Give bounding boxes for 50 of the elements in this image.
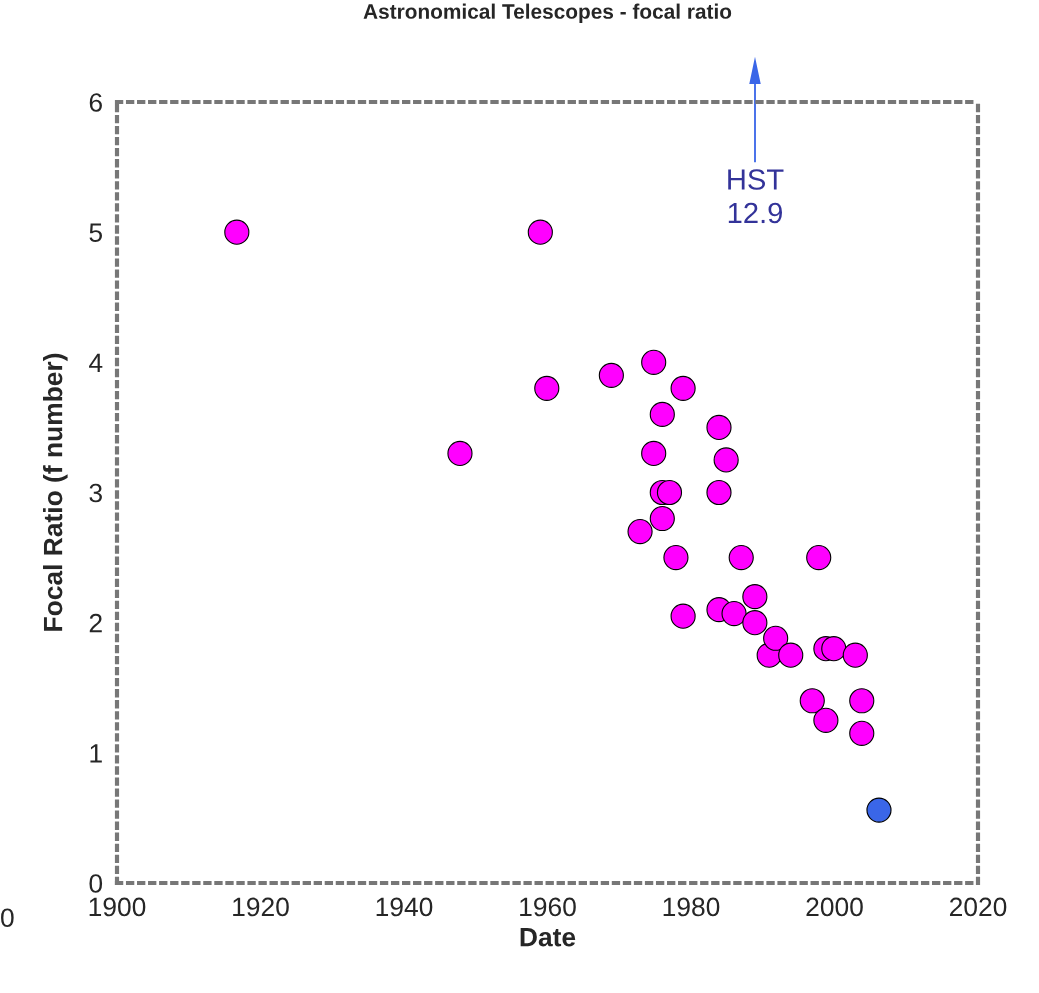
y-tick-label: 0 (89, 874, 103, 893)
point (799, 688, 825, 714)
text: 0 (1, 908, 14, 928)
point (527, 219, 553, 245)
point (641, 440, 667, 467)
point (806, 545, 832, 571)
point (447, 440, 473, 467)
point (849, 720, 875, 746)
x-axis-title: Date (520, 928, 576, 947)
point (641, 349, 667, 375)
x-tick-label: 1980 (663, 897, 720, 917)
point (663, 545, 689, 571)
point (627, 518, 653, 545)
point (821, 636, 847, 662)
point (842, 642, 868, 668)
point (224, 219, 250, 245)
x-tick-label: 2020 (949, 897, 1007, 917)
point (866, 797, 892, 823)
point (742, 610, 768, 636)
point (849, 688, 875, 714)
y-tick-label: 4 (89, 353, 103, 372)
point (649, 505, 675, 532)
point (534, 375, 560, 401)
point (713, 447, 739, 473)
point (706, 414, 732, 440)
point (742, 584, 768, 610)
x-tick-label: 1920 (233, 897, 289, 917)
y-tick-label: 3 (89, 483, 102, 503)
x-tick-label: 1960 (520, 897, 576, 917)
point (778, 642, 804, 668)
y-tick-label: 2 (89, 613, 102, 633)
point (706, 479, 732, 506)
point (656, 479, 683, 506)
annotation: HST 12.9 (728, 169, 784, 224)
point (670, 375, 696, 401)
point (813, 707, 839, 733)
point (598, 362, 624, 388)
y-tick-label: 1 (90, 744, 102, 763)
y-tick-label: 5 (89, 223, 103, 242)
point (649, 401, 675, 427)
point (670, 603, 696, 629)
x-tick-label: 1900 (89, 897, 146, 917)
y-axis-title: Focal Ratio (f number) (43, 353, 68, 631)
x-tick-label: 1940 (376, 897, 433, 917)
point (763, 625, 789, 651)
y-tick-label: 6 (89, 93, 102, 112)
x-tick-label: 2000 (806, 897, 863, 917)
point (721, 600, 747, 627)
chart-title: Astronomical Telescopes - focal ratio (363, 3, 732, 23)
point (728, 545, 754, 571)
